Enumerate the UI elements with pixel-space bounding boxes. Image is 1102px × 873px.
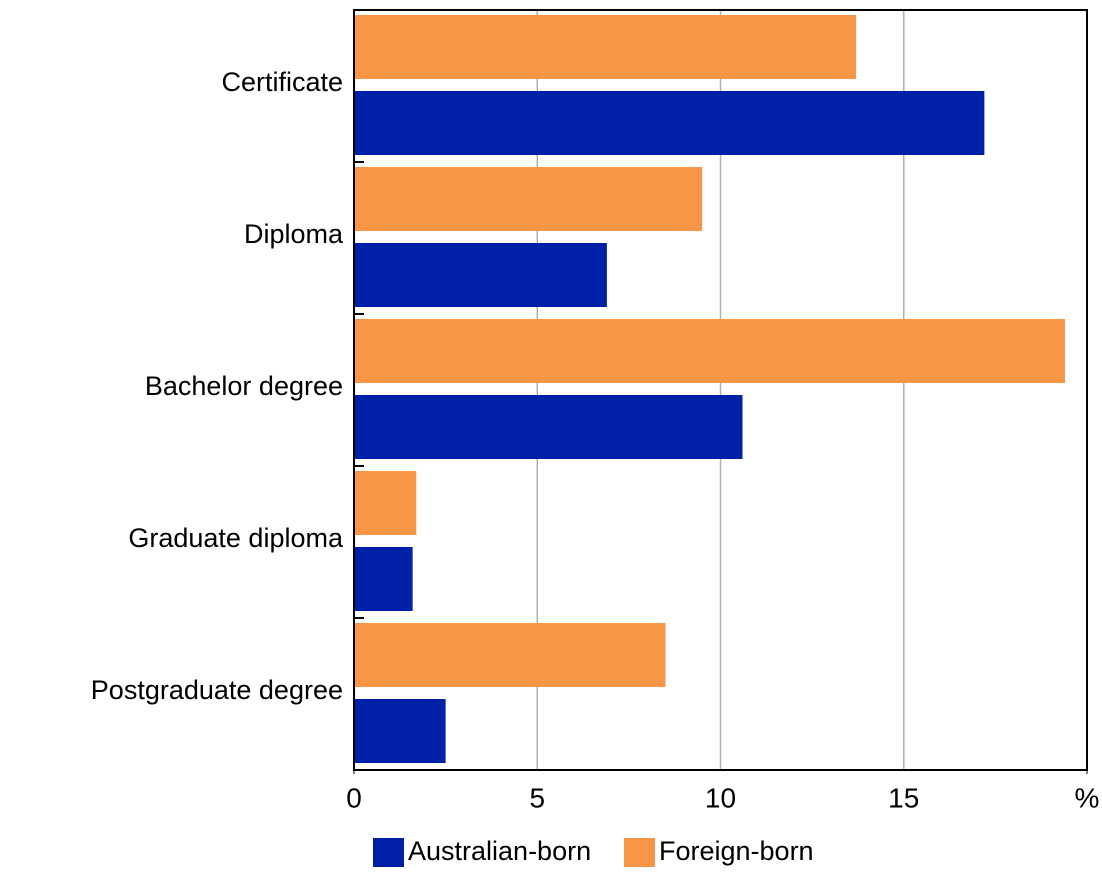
bar bbox=[354, 167, 703, 231]
bar bbox=[354, 547, 413, 611]
legend-swatch bbox=[624, 838, 655, 867]
plot-frame bbox=[353, 9, 1088, 771]
legend-swatch bbox=[373, 838, 404, 867]
x-tick-label: 5 bbox=[529, 782, 545, 813]
legend-label: Australian-born bbox=[408, 836, 591, 866]
y-tick-label: Bachelor degree bbox=[145, 371, 343, 401]
legend-label: Foreign-born bbox=[659, 836, 814, 866]
y-tick-label: Diploma bbox=[244, 219, 344, 249]
bar bbox=[354, 243, 607, 307]
bar bbox=[354, 91, 985, 155]
bar bbox=[354, 471, 417, 535]
bar bbox=[354, 623, 666, 687]
y-tick-label: Graduate diploma bbox=[128, 523, 344, 553]
x-tick-label: 0 bbox=[346, 782, 362, 813]
x-tick-label: 10 bbox=[705, 782, 736, 813]
bar bbox=[354, 699, 446, 763]
y-tick-label: Postgraduate degree bbox=[91, 675, 343, 705]
bar bbox=[354, 395, 743, 459]
y-tick-label: Certificate bbox=[221, 67, 343, 97]
x-tick-label: 15 bbox=[888, 782, 919, 813]
bar bbox=[354, 319, 1066, 383]
bar bbox=[354, 15, 857, 79]
x-tick-label: % bbox=[1075, 782, 1100, 813]
